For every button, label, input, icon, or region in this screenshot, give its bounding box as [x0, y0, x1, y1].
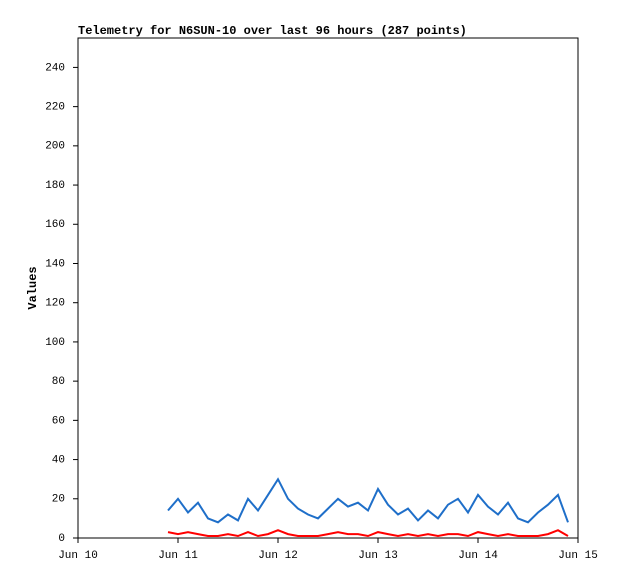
y-tick-label: 240 — [45, 62, 65, 74]
y-tick-label: 180 — [45, 180, 65, 192]
y-tick-label: 140 — [45, 258, 65, 270]
y-tick-label: 20 — [52, 494, 65, 506]
y-tick-label: 80 — [52, 376, 65, 388]
y-tick-label: 0 — [58, 533, 65, 545]
y-tick-label: 200 — [45, 141, 65, 153]
series-line — [167, 529, 569, 538]
y-tick-label: 60 — [52, 415, 65, 427]
series-line — [167, 477, 569, 524]
y-tick-label: 120 — [45, 298, 65, 310]
x-tick-label: Jun 15 — [558, 550, 598, 562]
chart-title: Telemetry for N6SUN-10 over last 96 hour… — [78, 24, 467, 38]
x-tick-label: Jun 13 — [358, 550, 398, 562]
x-tick-label: Jun 12 — [258, 550, 298, 562]
y-tick-label: 100 — [45, 337, 65, 349]
y-axis-label: Values — [26, 266, 40, 309]
x-tick-label: Jun 14 — [458, 550, 498, 562]
x-tick-label: Jun 10 — [58, 550, 98, 562]
plot-frame — [77, 37, 579, 539]
x-tick-label: Jun 11 — [158, 550, 198, 562]
y-tick-label: 40 — [52, 454, 65, 466]
y-tick-label: 160 — [45, 219, 65, 231]
y-tick-label: 220 — [45, 102, 65, 114]
